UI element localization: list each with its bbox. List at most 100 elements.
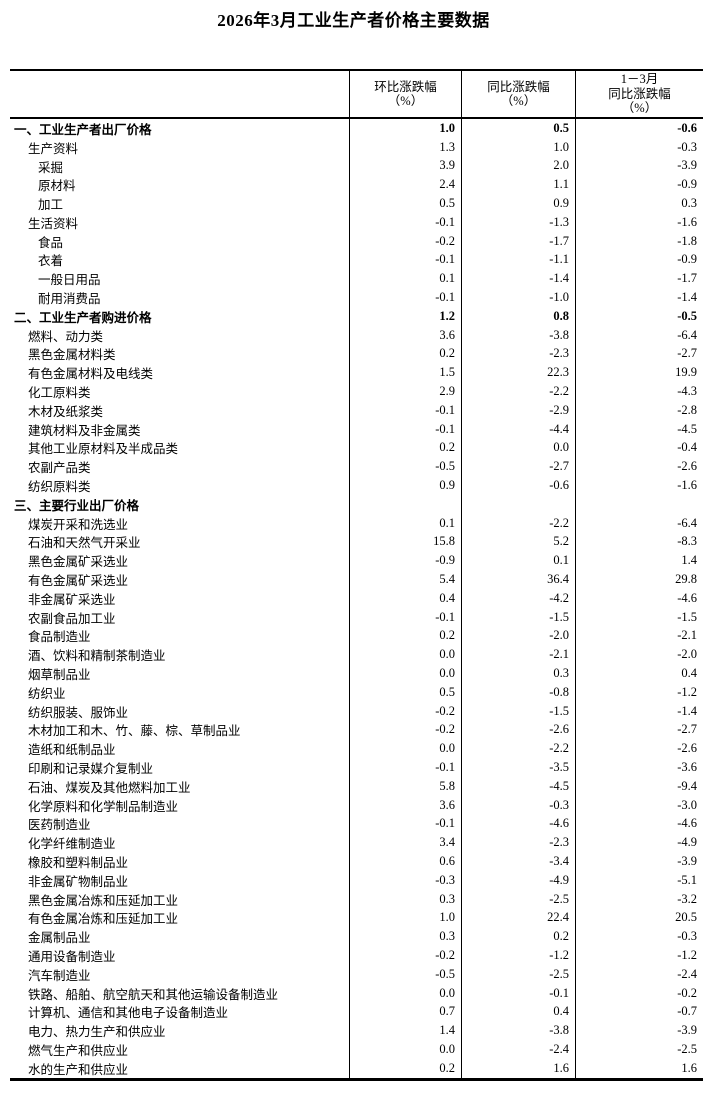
mom-value: -0.1: [349, 814, 461, 834]
cumulative-value: -2.6: [575, 739, 703, 759]
row-label: 农副产品类: [28, 461, 91, 476]
table-row: 农副食品加工业 -0.1 -1.5 -1.5: [10, 607, 703, 627]
row-label: 煤炭开采和洗选业: [28, 517, 129, 532]
yoy-value: -0.8: [461, 682, 575, 702]
mom-value: [349, 494, 461, 514]
yoy-value: -2.4: [461, 1040, 575, 1059]
cumulative-value: 0.3: [575, 194, 703, 213]
yoy-value: -4.4: [461, 419, 575, 439]
cumulative-value: -6.4: [575, 513, 703, 533]
cumulative-value: -0.3: [575, 927, 703, 947]
mom-value: -0.1: [349, 250, 461, 270]
cumulative-value: -2.1: [575, 626, 703, 646]
cumulative-value: -4.5: [575, 419, 703, 439]
yoy-value: -2.2: [461, 739, 575, 759]
cumulative-value: -1.2: [575, 946, 703, 965]
yoy-value: 0.3: [461, 664, 575, 683]
table-row: 非金属矿物制品业 -0.3 -4.9 -5.1: [10, 870, 703, 890]
table-row: 有色金属材料及电线类 1.5 22.3 19.9: [10, 363, 703, 383]
table-row: 纺织原料类 0.9 -0.6 -1.6: [10, 476, 703, 495]
cumulative-value: 29.8: [575, 570, 703, 589]
mom-value: 0.5: [349, 194, 461, 213]
table-row: 农副产品类 -0.5 -2.7 -2.6: [10, 457, 703, 477]
mom-value: 0.0: [349, 983, 461, 1003]
yoy-value: 2.0: [461, 156, 575, 176]
cumulative-value: -1.4: [575, 701, 703, 721]
table-row: 计算机、通信和其他电子设备制造业 0.7 0.4 -0.7: [10, 1002, 703, 1022]
table-row: 造纸和纸制品业 0.0 -2.2 -2.6: [10, 739, 703, 759]
mom-value: 2.9: [349, 382, 461, 401]
mom-value: -0.1: [349, 288, 461, 307]
mom-value: 3.6: [349, 325, 461, 345]
mom-value: 0.0: [349, 645, 461, 665]
table-row: 烟草制品业 0.0 0.3 0.4: [10, 664, 703, 683]
yoy-value: 0.0: [461, 438, 575, 458]
mom-value: 1.5: [349, 363, 461, 383]
row-label: 金属制品业: [28, 931, 91, 946]
table-row: 木材及纸浆类 -0.1 -2.9 -2.8: [10, 400, 703, 420]
mom-value: -0.1: [349, 758, 461, 777]
row-label: 纺织原料类: [28, 480, 91, 495]
cumulative-value: -0.5: [575, 306, 703, 326]
row-label: 食品: [38, 235, 64, 250]
cumulative-value: -3.6: [575, 758, 703, 777]
cumulative-value: -1.5: [575, 607, 703, 627]
table-row: 采掘 3.9 2.0 -3.9: [10, 156, 703, 176]
row-label: 黑色金属材料类: [28, 348, 116, 363]
table-row: 衣着 -0.1 -1.1 -0.9: [10, 250, 703, 270]
mom-value: 1.0: [349, 119, 461, 138]
yoy-value: 1.1: [461, 175, 575, 195]
yoy-value: -2.0: [461, 626, 575, 646]
table-row: 通用设备制造业 -0.2 -1.2 -1.2: [10, 946, 703, 965]
row-label: 石油、煤炭及其他燃料加工业: [28, 780, 191, 795]
cumulative-value: -2.5: [575, 1040, 703, 1059]
mom-value: 5.4: [349, 570, 461, 589]
table-row: 铁路、船舶、航空航天和其他运输设备制造业 0.0 -0.1 -0.2: [10, 983, 703, 1003]
cumulative-value: -6.4: [575, 325, 703, 345]
mom-value: -0.1: [349, 400, 461, 420]
cumulative-value: -4.6: [575, 588, 703, 608]
row-label: 农副食品加工业: [28, 611, 116, 626]
row-label: 一般日用品: [38, 273, 101, 288]
cumulative-value: -2.7: [575, 720, 703, 740]
table-row: 耐用消费品 -0.1 -1.0 -1.4: [10, 288, 703, 307]
row-label: 烟草制品业: [28, 668, 91, 683]
row-label: 二、工业生产者购进价格: [14, 310, 152, 325]
cumulative-value: -1.2: [575, 682, 703, 702]
table-row: 加工 0.5 0.9 0.3: [10, 194, 703, 213]
table-row: 有色金属矿采选业 5.4 36.4 29.8: [10, 570, 703, 589]
cumulative-value: -2.4: [575, 964, 703, 984]
table-row: 印刷和记录媒介复制业 -0.1 -3.5 -3.6: [10, 758, 703, 777]
cumulative-value: -0.9: [575, 250, 703, 270]
row-label: 黑色金属冶炼和压延加工业: [28, 893, 179, 908]
yoy-value: 0.8: [461, 306, 575, 326]
yoy-value: 5.2: [461, 532, 575, 552]
mom-value: 2.4: [349, 175, 461, 195]
row-label: 水的生产和供应业: [28, 1062, 129, 1077]
cumulative-value: -1.6: [575, 476, 703, 495]
table-row: 其他工业原材料及半成品类 0.2 0.0 -0.4: [10, 438, 703, 458]
cumulative-value: -2.6: [575, 457, 703, 477]
yoy-value: -2.3: [461, 833, 575, 853]
table-row: 橡胶和塑料制品业 0.6 -3.4 -3.9: [10, 852, 703, 871]
table-row: 一般日用品 0.1 -1.4 -1.7: [10, 269, 703, 289]
yoy-value: 0.2: [461, 927, 575, 947]
yoy-value: -2.6: [461, 720, 575, 740]
yoy-value: 1.0: [461, 137, 575, 157]
cumulative-value: -1.8: [575, 231, 703, 251]
cumulative-value: -0.3: [575, 137, 703, 157]
cumulative-value: -4.9: [575, 833, 703, 853]
yoy-value: -3.8: [461, 325, 575, 345]
table-row: 酒、饮料和精制茶制造业 0.0 -2.1 -2.0: [10, 645, 703, 665]
mom-value: 0.3: [349, 889, 461, 909]
row-label: 化学纤维制造业: [28, 837, 116, 852]
mom-value: 3.6: [349, 795, 461, 815]
cumulative-value: -3.9: [575, 156, 703, 176]
yoy-value: -2.2: [461, 382, 575, 401]
row-label: 采掘: [38, 160, 64, 175]
table-row: 煤炭开采和洗选业 0.1 -2.2 -6.4: [10, 513, 703, 533]
table-row: 纺织业 0.5 -0.8 -1.2: [10, 682, 703, 702]
col-header-yoy: 同比涨跌幅 （%）: [461, 71, 575, 117]
table-row: 汽车制造业 -0.5 -2.5 -2.4: [10, 964, 703, 984]
col-header-empty: [10, 71, 349, 117]
